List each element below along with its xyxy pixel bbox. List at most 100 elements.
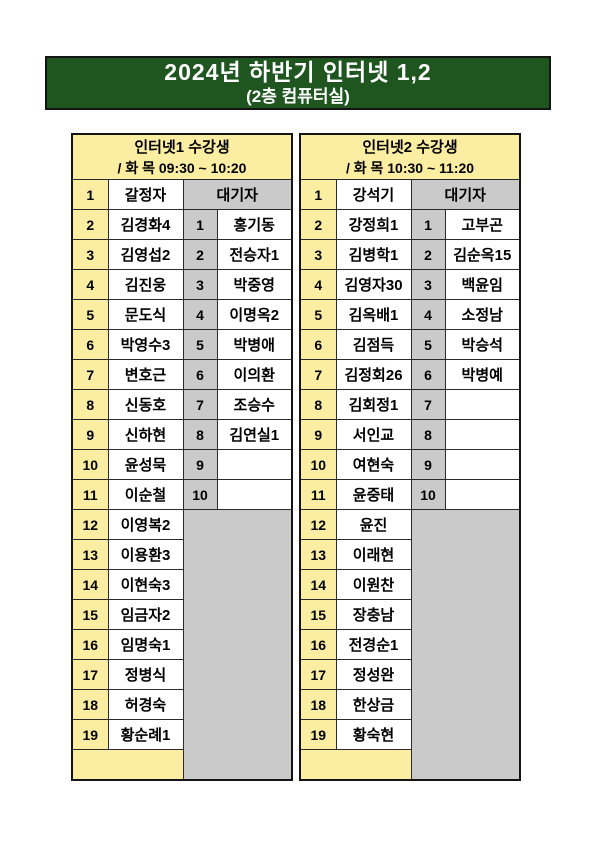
student-no-cell: 9 [71, 419, 109, 450]
student-name-cell: 서인교 [335, 419, 412, 450]
document-title: 2024년 하반기 인터넷 1,2 [164, 59, 432, 85]
student-no-cell: 10 [299, 449, 337, 480]
waiting-no-cell: 7 [410, 389, 446, 420]
table-row: 17 정병식 [71, 659, 292, 690]
student-name-cell: 전경순1 [335, 629, 412, 660]
student-name-cell: 임명숙1 [107, 629, 184, 660]
table-row: 15 장충남 [299, 599, 520, 630]
student-name-cell: 허경숙 [107, 689, 184, 720]
table-row: 13 이용환3 [71, 539, 292, 570]
table-row: 18 허경숙 [71, 689, 292, 720]
table-row: 11 윤중태 10 [299, 479, 521, 510]
table-row: 10 윤성묵 9 [71, 449, 293, 480]
table-title: 인터넷2 수강생 [362, 138, 458, 156]
document-title-banner: 2024년 하반기 인터넷 1,2 (2층 컴퓨터실) [45, 56, 551, 110]
student-no-cell: 12 [71, 509, 109, 540]
table-row: 3 김영섭2 2 전승자1 [71, 239, 293, 270]
student-name-cell: 김진웅 [107, 269, 184, 300]
table-row: 16 임명숙1 [71, 629, 292, 660]
student-name-cell: 이영복2 [107, 509, 184, 540]
table-row: 4 김영자30 3 백윤임 [299, 269, 521, 300]
waiting-name-cell [444, 419, 521, 450]
student-name-cell: 갈정자 [107, 179, 184, 210]
waiting-no-cell: 6 [410, 359, 446, 390]
waiting-no-cell: 8 [410, 419, 446, 450]
student-name-cell: 이원찬 [335, 569, 412, 600]
waiting-filler-block [182, 509, 293, 781]
waiting-no-cell: 7 [182, 389, 218, 420]
table-row: 12 이영복2 [71, 509, 293, 781]
student-no-cell: 8 [299, 389, 337, 420]
waiting-name-cell: 조승수 [216, 389, 293, 420]
student-no-cell: 4 [71, 269, 109, 300]
table-header-cell: 인터넷2 수강생 / 화 목 10:30 ~ 11:20 [299, 133, 521, 180]
student-no-cell: 4 [299, 269, 337, 300]
student-name-cell: 박영수3 [107, 329, 184, 360]
table-row: 1 갈정자 대기자 [71, 179, 293, 210]
student-no-cell: 14 [299, 569, 337, 600]
waiting-name-cell: 이의환 [216, 359, 293, 390]
table-row: 8 신동호 7 조승수 [71, 389, 293, 420]
table-row: 19 황숙현 [299, 719, 520, 750]
student-name-cell: 윤진 [335, 509, 412, 540]
waiting-no-cell: 8 [182, 419, 218, 450]
waiting-no-cell: 10 [410, 479, 446, 510]
student-name-cell: 강석기 [335, 179, 412, 210]
student-name-cell: 윤성묵 [107, 449, 184, 480]
student-no-cell: 16 [299, 629, 337, 660]
table-row: 19 황순례1 [71, 719, 292, 750]
student-no-cell: 5 [71, 299, 109, 330]
student-no-cell: 15 [299, 599, 337, 630]
waiting-name-cell: 백윤임 [444, 269, 521, 300]
waiting-no-cell: 6 [182, 359, 218, 390]
student-name-cell: 문도식 [107, 299, 184, 330]
student-name-cell: 신하현 [107, 419, 184, 450]
student-name-cell: 윤중태 [335, 479, 412, 510]
student-no-cell: 6 [71, 329, 109, 360]
student-name-cell: 임금자2 [107, 599, 184, 630]
student-no-cell: 1 [299, 179, 337, 210]
student-no-cell: 18 [299, 689, 337, 720]
table-row: 15 임금자2 [71, 599, 292, 630]
student-no-cell: 7 [71, 359, 109, 390]
waiting-no-cell: 2 [182, 239, 218, 270]
waiting-no-cell: 4 [182, 299, 218, 330]
student-name-cell: 김점득 [335, 329, 412, 360]
table-row: 3 김병학1 2 김순옥15 [299, 239, 521, 270]
student-name-cell: 이용환3 [107, 539, 184, 570]
waiting-no-cell: 9 [182, 449, 218, 480]
student-no-cell: 5 [299, 299, 337, 330]
waiting-name-cell: 김연실1 [216, 419, 293, 450]
waiting-no-cell: 1 [410, 209, 446, 240]
student-no-cell: 18 [71, 689, 109, 720]
table-row: 10 여현숙 9 [299, 449, 521, 480]
student-name-cell: 김병학1 [335, 239, 412, 270]
table-row: 5 김옥배1 4 소정남 [299, 299, 521, 330]
class-roster-tables: 인터넷1 수강생 / 화 목 09:30 ~ 10:20 1 갈정자 대기자 2 김경화4 1… [71, 133, 521, 781]
table-row: 14 이원찬 [299, 569, 520, 600]
student-no-cell: 12 [299, 509, 337, 540]
waiting-name-cell: 박병예 [444, 359, 521, 390]
waiting-no-cell: 4 [410, 299, 446, 330]
empty-row-cell [71, 749, 184, 781]
student-no-cell: 15 [71, 599, 109, 630]
table-row: 2 강정희1 1 고부곤 [299, 209, 521, 240]
table-row: 18 한상금 [299, 689, 520, 720]
student-name-cell: 한상금 [335, 689, 412, 720]
waiting-name-cell: 박승석 [444, 329, 521, 360]
waiting-name-cell: 홍기동 [216, 209, 293, 240]
student-no-cell: 6 [299, 329, 337, 360]
table-title: 인터넷1 수강생 [134, 138, 230, 156]
table-row: 13 이래현 [299, 539, 520, 570]
waiting-no-cell: 5 [410, 329, 446, 360]
student-no-cell: 11 [71, 479, 109, 510]
waiting-name-cell [444, 389, 521, 420]
table-schedule: / 화 목 10:30 ~ 11:20 [345, 159, 475, 176]
student-name-cell: 김정회26 [335, 359, 412, 390]
waiting-no-cell: 5 [182, 329, 218, 360]
internet1-roster-table: 인터넷1 수강생 / 화 목 09:30 ~ 10:20 1 갈정자 대기자 2 김경화4 1… [71, 133, 293, 781]
student-no-cell: 13 [299, 539, 337, 570]
waiting-no-cell: 9 [410, 449, 446, 480]
student-name-cell: 이현숙3 [107, 569, 184, 600]
